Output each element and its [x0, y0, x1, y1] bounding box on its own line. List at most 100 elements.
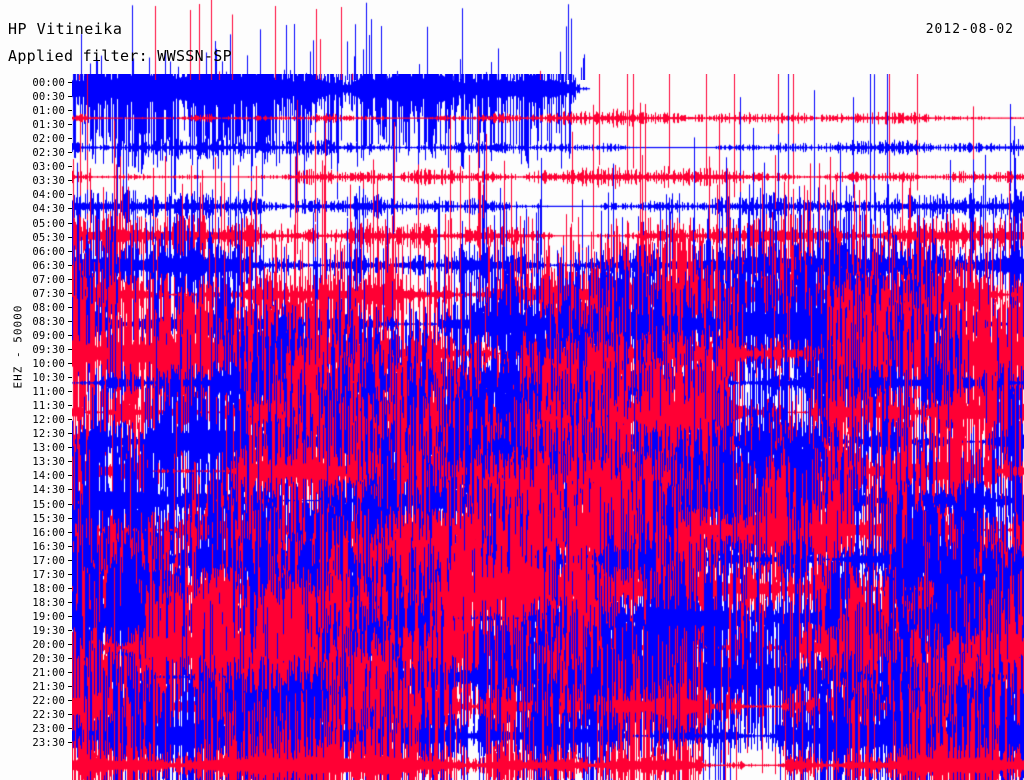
date-label: 2012-08-02 — [925, 22, 1014, 37]
time-tick-label: 00:00 — [32, 77, 65, 89]
time-tick-mark — [68, 742, 72, 744]
time-tick-label: 12:00 — [32, 414, 65, 427]
time-tick-mark — [68, 82, 72, 83]
time-tick-18-00: 18:00 — [0, 583, 72, 595]
time-tick-04-30: 04:30 — [0, 203, 72, 215]
time-tick-mark — [68, 208, 72, 210]
time-tick-label: 19:00 — [32, 610, 65, 623]
time-tick-label: 21:30 — [32, 681, 65, 694]
seismogram-trace-canvas — [72, 74, 1024, 780]
time-tick-label: 23:30 — [32, 737, 65, 750]
time-tick-02-00: 02:00 — [0, 133, 72, 145]
time-tick-00-30: 00:30 — [0, 91, 72, 103]
time-tick-label: 16:30 — [32, 540, 65, 553]
time-tick-10-30: 10:30 — [0, 372, 72, 384]
time-tick-label: 00:30 — [32, 91, 65, 104]
time-tick-label: 15:00 — [32, 498, 65, 511]
seismogram-overflow-canvas — [72, 0, 1024, 80]
time-tick-13-00: 13:00 — [0, 442, 72, 454]
time-tick-label: 13:30 — [32, 456, 65, 469]
time-tick-16-30: 16:30 — [0, 541, 72, 553]
time-tick-label: 13:00 — [32, 442, 65, 455]
time-tick-label: 07:00 — [32, 273, 65, 286]
time-tick-08-30: 08:30 — [0, 316, 72, 328]
page-title: HP Vitineika — [8, 20, 123, 38]
time-tick-mark — [68, 180, 72, 182]
time-tick-mark — [68, 222, 72, 224]
time-tick-02-30: 02:30 — [0, 147, 72, 159]
time-tick-mark — [68, 292, 72, 294]
time-tick-label: 09:00 — [32, 329, 65, 342]
time-tick-mark — [68, 166, 72, 168]
time-tick-11-00: 11:00 — [0, 386, 72, 398]
time-tick-mark — [68, 363, 72, 364]
time-tick-mark — [68, 405, 72, 407]
time-tick-label: 14:30 — [32, 484, 65, 497]
time-tick-mark — [68, 475, 72, 477]
time-tick-label: 05:00 — [32, 217, 65, 230]
time-tick-20-30: 20:30 — [0, 653, 72, 665]
time-tick-mark — [68, 194, 72, 196]
time-tick-11-30: 11:30 — [0, 400, 72, 412]
time-tick-mark — [68, 236, 72, 238]
time-tick-mark — [68, 573, 72, 575]
time-tick-mark — [68, 672, 72, 674]
time-tick-10-00: 10:00 — [0, 358, 72, 370]
time-tick-mark — [68, 334, 72, 336]
time-tick-09-30: 09:30 — [0, 344, 72, 356]
time-tick-21-30: 21:30 — [0, 681, 72, 693]
time-tick-label: 02:00 — [32, 133, 65, 146]
seismogram-plot-area — [72, 74, 1024, 780]
time-tick-mark — [68, 531, 72, 533]
time-tick-mark — [68, 728, 72, 730]
time-tick-mark — [68, 461, 72, 463]
time-tick-06-00: 06:00 — [0, 246, 72, 258]
time-tick-label: 18:00 — [32, 582, 65, 595]
time-tick-05-30: 05:30 — [0, 232, 72, 244]
time-tick-mark — [68, 686, 72, 688]
time-tick-07-30: 07:30 — [0, 288, 72, 300]
time-tick-label: 21:00 — [32, 667, 65, 680]
time-tick-23-30: 23:30 — [0, 737, 72, 749]
time-tick-label: 20:30 — [32, 653, 65, 666]
time-tick-12-00: 12:00 — [0, 414, 72, 426]
time-tick-label: 19:30 — [32, 624, 65, 637]
time-tick-23-00: 23:00 — [0, 723, 72, 735]
time-tick-mark — [68, 306, 72, 308]
time-tick-mark — [68, 348, 72, 350]
time-tick-mark — [68, 644, 72, 645]
applied-filter-label: Applied filter: WWSSN-SP — [8, 47, 232, 65]
time-tick-mark — [68, 503, 72, 505]
time-tick-16-00: 16:00 — [0, 527, 72, 539]
time-tick-12-30: 12:30 — [0, 428, 72, 440]
time-tick-mark — [68, 96, 72, 98]
time-tick-03-30: 03:30 — [0, 175, 72, 187]
time-tick-label: 11:30 — [32, 400, 65, 413]
time-axis: 00:00 00:30 01:00 01:30 02:00 02:30 03:00 03:30… — [0, 0, 72, 780]
time-tick-01-00: 01:00 — [0, 105, 72, 117]
time-tick-label: 02:30 — [32, 147, 65, 160]
time-tick-mark — [68, 433, 72, 435]
time-tick-mark — [68, 545, 72, 547]
time-tick-label: 10:30 — [32, 372, 65, 385]
time-tick-03-00: 03:00 — [0, 161, 72, 173]
time-tick-14-30: 14:30 — [0, 484, 72, 496]
time-tick-05-00: 05:00 — [0, 218, 72, 230]
time-tick-mark — [68, 320, 72, 322]
time-tick-15-00: 15:00 — [0, 499, 72, 511]
time-tick-mark — [68, 250, 72, 252]
time-tick-label: 08:00 — [32, 301, 65, 314]
time-tick-06-30: 06:30 — [0, 260, 72, 272]
time-tick-label: 01:30 — [32, 119, 65, 132]
time-tick-label: 04:30 — [32, 203, 65, 216]
time-tick-label: 03:30 — [32, 175, 65, 188]
time-tick-mark — [68, 419, 72, 421]
time-tick-mark — [68, 110, 72, 112]
time-tick-label: 17:30 — [32, 568, 65, 581]
time-tick-19-30: 19:30 — [0, 625, 72, 637]
time-tick-label: 15:30 — [32, 512, 65, 525]
time-tick-17-30: 17:30 — [0, 569, 72, 581]
time-tick-mark — [68, 601, 72, 603]
time-tick-mark — [68, 658, 72, 660]
